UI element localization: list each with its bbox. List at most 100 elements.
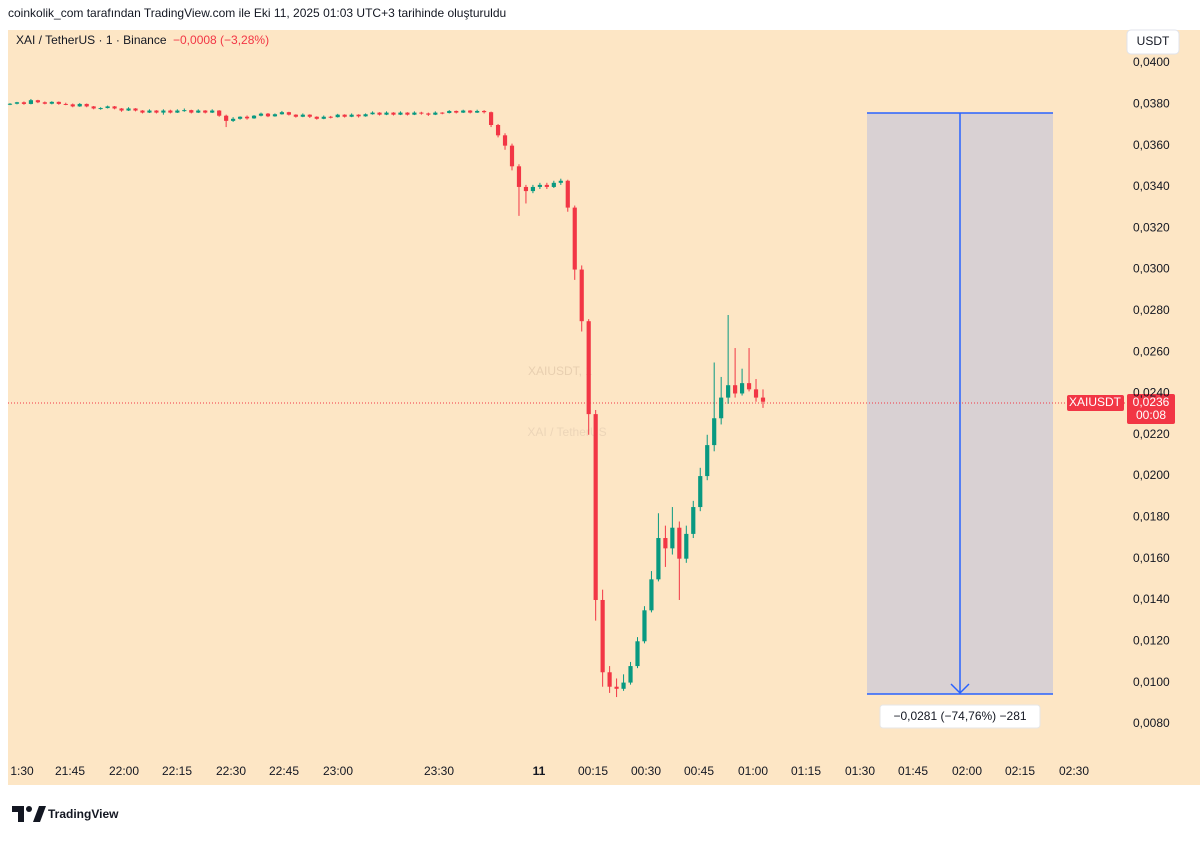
price-axis-unit[interactable]: USDT (1137, 34, 1170, 48)
candle-body (91, 106, 96, 109)
candle-body (224, 115, 229, 121)
candle-body (140, 110, 145, 113)
y-tick-label: 0,0240 (1133, 386, 1170, 400)
candle-body (349, 114, 354, 117)
candle-body (419, 112, 424, 114)
y-tick-label: 0,0300 (1133, 262, 1170, 276)
y-tick-label: 0,0140 (1133, 592, 1170, 606)
candle-body (300, 114, 305, 117)
candle-body (321, 116, 326, 119)
candle-body (614, 686, 619, 689)
candle-body (56, 101, 61, 104)
symbol-legend: XAI / TetherUS · 1 · Binance (16, 33, 167, 47)
y-tick-label: 0,0380 (1133, 97, 1170, 111)
candle-body (593, 414, 598, 600)
candle-body (154, 110, 159, 113)
candle-body (739, 383, 745, 394)
candle-body (495, 124, 501, 136)
candle-body (746, 383, 752, 390)
candle-body (719, 397, 724, 419)
y-tick-label: 0,0400 (1133, 55, 1170, 69)
candle-body (537, 184, 542, 187)
candle-body (586, 321, 591, 415)
candle-body (670, 527, 675, 549)
candle-body (182, 110, 187, 112)
candle-body (251, 115, 257, 119)
x-tick-label: 01:15 (791, 764, 821, 778)
candle-body (607, 672, 612, 687)
candle-body (384, 112, 389, 115)
candle-body (447, 110, 452, 114)
candle-body (412, 112, 417, 115)
candle-body (286, 112, 291, 115)
candle-body (454, 110, 459, 113)
symbol-tag-text: XAIUSDT (1069, 395, 1122, 409)
candle-body (335, 114, 340, 118)
candle-body (426, 113, 431, 115)
candle-body (28, 100, 34, 104)
candle-body (356, 114, 361, 117)
candle-body (272, 114, 278, 117)
candle-body (523, 186, 529, 192)
candle-body (168, 110, 173, 113)
y-tick-label: 0,0160 (1133, 551, 1170, 565)
candle-body (753, 389, 759, 398)
candle-body (175, 110, 180, 113)
candle-body (70, 104, 75, 107)
candle-body (502, 135, 508, 146)
candle-body (440, 112, 445, 114)
x-tick-label: 21:45 (55, 764, 85, 778)
candle-body (63, 103, 68, 105)
candle-body (663, 538, 668, 549)
candle-body (203, 110, 208, 113)
x-tick-label: 01:45 (898, 764, 928, 778)
candle-body (328, 116, 333, 118)
candle-body (119, 108, 124, 111)
candle-body (705, 445, 710, 477)
candle-body (265, 113, 271, 117)
y-tick-label: 0,0320 (1133, 220, 1170, 234)
candle-body (516, 166, 522, 187)
candle-body (760, 397, 766, 402)
candle-body (433, 112, 438, 115)
candle-body (279, 112, 285, 115)
y-tick-label: 0,0180 (1133, 510, 1170, 524)
watermark-subtitle: XAI / TetherUS (527, 425, 606, 439)
candle-body (21, 102, 27, 104)
candle-body (391, 112, 396, 115)
x-tick-label: 02:00 (952, 764, 982, 778)
candle-body (217, 110, 222, 116)
candle-body (210, 110, 215, 113)
y-tick-label: 0,0280 (1133, 303, 1170, 317)
candle-body (621, 682, 626, 689)
candle-body (7, 103, 13, 105)
unit-box[interactable] (1126, 29, 1180, 55)
logo-text: TradingView (48, 807, 119, 821)
candle-body (231, 118, 236, 121)
candle-body (398, 112, 403, 115)
x-tick-label: 01:30 (845, 764, 875, 778)
candle-body (307, 114, 312, 117)
candle-body (468, 110, 473, 113)
x-tick-label: 22:45 (269, 764, 299, 778)
candle-body (98, 108, 103, 110)
candle-body (126, 108, 131, 111)
candle-body (258, 113, 264, 116)
candle-body (572, 207, 577, 270)
candle-body (656, 538, 661, 580)
candle-body (244, 116, 250, 119)
candle-body (49, 101, 54, 104)
measure-label: −0,0281 (−74,76%) −281 (893, 709, 1026, 723)
candle-body (293, 114, 298, 117)
candle-body (161, 110, 166, 113)
candle-body (112, 106, 117, 109)
candle-body (733, 385, 738, 394)
candle-body (147, 110, 152, 113)
x-tick-label: 02:30 (1059, 764, 1089, 778)
candle-body (189, 110, 194, 113)
x-tick-label: 23:00 (323, 764, 353, 778)
candle-body (600, 599, 605, 673)
x-tick-label: 01:00 (738, 764, 768, 778)
